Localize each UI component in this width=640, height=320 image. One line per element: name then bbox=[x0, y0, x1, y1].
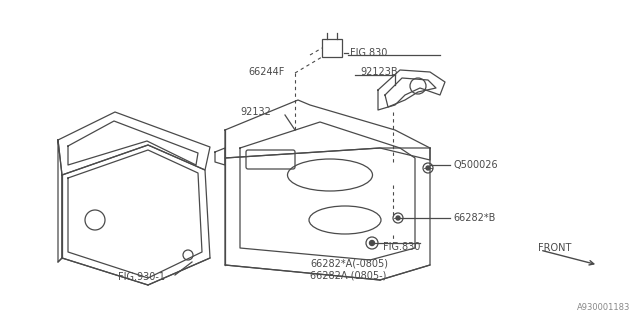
Text: 66244F: 66244F bbox=[248, 67, 284, 77]
Text: 66282A (0805-): 66282A (0805-) bbox=[310, 271, 387, 281]
Text: A930001183: A930001183 bbox=[577, 303, 630, 312]
Text: 92132: 92132 bbox=[240, 107, 271, 117]
Text: FRONT: FRONT bbox=[538, 243, 572, 253]
Circle shape bbox=[369, 241, 374, 245]
Circle shape bbox=[426, 166, 430, 170]
Text: 66282*A(-0805): 66282*A(-0805) bbox=[310, 259, 388, 269]
Text: FIG.830: FIG.830 bbox=[350, 48, 387, 58]
Circle shape bbox=[396, 216, 400, 220]
Text: FIG.930-1: FIG.930-1 bbox=[118, 272, 165, 282]
Text: 92123B: 92123B bbox=[360, 67, 397, 77]
Bar bbox=[322, 39, 342, 57]
Text: 66282*B: 66282*B bbox=[453, 213, 495, 223]
Text: FIG.830: FIG.830 bbox=[383, 242, 420, 252]
Text: Q500026: Q500026 bbox=[453, 160, 498, 170]
